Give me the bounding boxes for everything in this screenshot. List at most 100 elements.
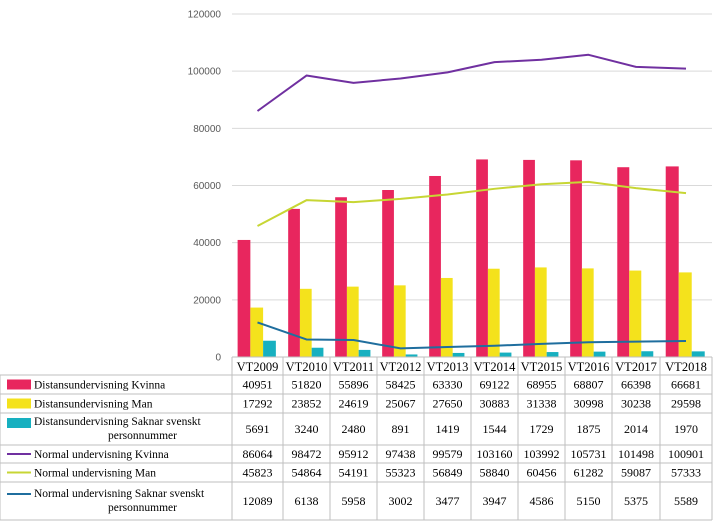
- data-label: 5958: [342, 494, 366, 508]
- series-lines: [256, 53, 687, 350]
- bar: [499, 352, 512, 357]
- bar: [593, 351, 606, 357]
- data-label: 58840: [480, 466, 510, 480]
- category-label: VT2013: [427, 360, 469, 374]
- y-tick-label: 120000: [188, 10, 222, 21]
- data-label: 5150: [577, 494, 601, 508]
- data-label: 103160: [477, 447, 513, 461]
- series-name: Distansundervisning Man: [34, 399, 153, 411]
- data-label: 54191: [339, 466, 369, 480]
- bar: [311, 347, 324, 357]
- data-label: 101498: [618, 447, 654, 461]
- bar: [358, 349, 371, 357]
- bar: [487, 268, 500, 357]
- bar: [288, 208, 300, 357]
- data-label: 103992: [524, 447, 560, 461]
- data-label: 27650: [433, 397, 463, 411]
- y-tick-label: 40000: [193, 238, 221, 249]
- category-label: VT2016: [568, 360, 610, 374]
- bar: [452, 352, 465, 357]
- y-tick-label: 20000: [193, 295, 221, 306]
- data-label: 56849: [433, 466, 463, 480]
- bar: [250, 307, 264, 357]
- legend-key: [7, 418, 31, 428]
- data-label: 68955: [527, 378, 557, 392]
- bars: [237, 159, 705, 357]
- data-label: 29598: [671, 397, 701, 411]
- bar: [641, 351, 654, 357]
- data-label: 30883: [480, 397, 510, 411]
- data-label: 99579: [433, 447, 463, 461]
- bar: [546, 352, 559, 357]
- data-label: 63330: [433, 378, 463, 392]
- bar: [346, 286, 359, 357]
- data-label: 51820: [292, 378, 322, 392]
- y-tick-label: 80000: [193, 124, 221, 135]
- data-label: 3477: [436, 494, 460, 508]
- bar: [691, 351, 705, 357]
- category-label: VT2010: [286, 360, 328, 374]
- bar: [476, 159, 488, 357]
- y-tick-label: 0: [215, 353, 221, 364]
- data-label: 30998: [574, 397, 604, 411]
- legend-key: [7, 398, 31, 409]
- data-label: 5691: [246, 422, 270, 436]
- series-name: Normal undervisning Kvinna: [34, 449, 169, 461]
- data-label: 1419: [436, 422, 460, 436]
- category-label: VT2012: [380, 360, 422, 374]
- data-label: 5589: [674, 494, 698, 508]
- data-label: 25067: [386, 397, 416, 411]
- category-label: VT2009: [237, 360, 279, 374]
- data-label: 66681: [671, 378, 701, 392]
- series-name: Normal undervisning Man: [34, 468, 156, 480]
- series-line: [256, 53, 687, 112]
- series-name: Distansundervisning Saknar svenskt: [34, 416, 202, 428]
- data-label: 23852: [292, 397, 322, 411]
- data-label: 1729: [530, 422, 554, 436]
- data-label: 105731: [571, 447, 607, 461]
- bar: [678, 272, 692, 357]
- series-name: Normal undervisning Saknar svenskt: [34, 488, 205, 500]
- data-label: 45823: [243, 466, 273, 480]
- bar: [665, 166, 679, 357]
- data-label: 12089: [243, 494, 273, 508]
- data-label: 4586: [530, 494, 554, 508]
- data-label: 6138: [295, 494, 319, 508]
- category-label: VT2018: [665, 360, 707, 374]
- series-name: personnummer: [108, 502, 177, 514]
- data-label: 55323: [386, 466, 416, 480]
- data-label: 2014: [624, 422, 648, 436]
- data-label: 97438: [386, 447, 416, 461]
- bar: [405, 354, 418, 357]
- bar: [629, 270, 642, 357]
- bar: [523, 159, 535, 357]
- bar: [263, 340, 276, 357]
- category-label: VT2014: [474, 360, 516, 374]
- category-label: VT2015: [521, 360, 563, 374]
- data-label: 31338: [527, 397, 557, 411]
- data-label: 98472: [292, 447, 322, 461]
- gridlines: [232, 13, 712, 358]
- bar: [534, 267, 547, 357]
- data-label: 40951: [243, 378, 273, 392]
- data-label: 17292: [243, 397, 273, 411]
- data-label: 1544: [483, 422, 507, 436]
- data-label: 54864: [292, 466, 322, 480]
- data-label: 59087: [621, 466, 651, 480]
- series-name: Distansundervisning Kvinna: [34, 380, 165, 392]
- category-label: VT2011: [333, 360, 374, 374]
- series-line: [257, 180, 687, 227]
- data-label: 55896: [339, 378, 369, 392]
- data-label: 24619: [339, 397, 369, 411]
- data-label: 5375: [624, 494, 648, 508]
- data-label: 891: [392, 422, 410, 436]
- y-axis: 0 20000 40000 60000 80000 100000 120000: [188, 10, 222, 364]
- category-label: VT2017: [615, 360, 657, 374]
- bar: [382, 190, 394, 357]
- data-label: 57333: [671, 466, 701, 480]
- data-label: 100901: [668, 447, 704, 461]
- y-tick-label: 100000: [188, 67, 222, 78]
- data-label: 95912: [339, 447, 369, 461]
- bar: [393, 285, 406, 357]
